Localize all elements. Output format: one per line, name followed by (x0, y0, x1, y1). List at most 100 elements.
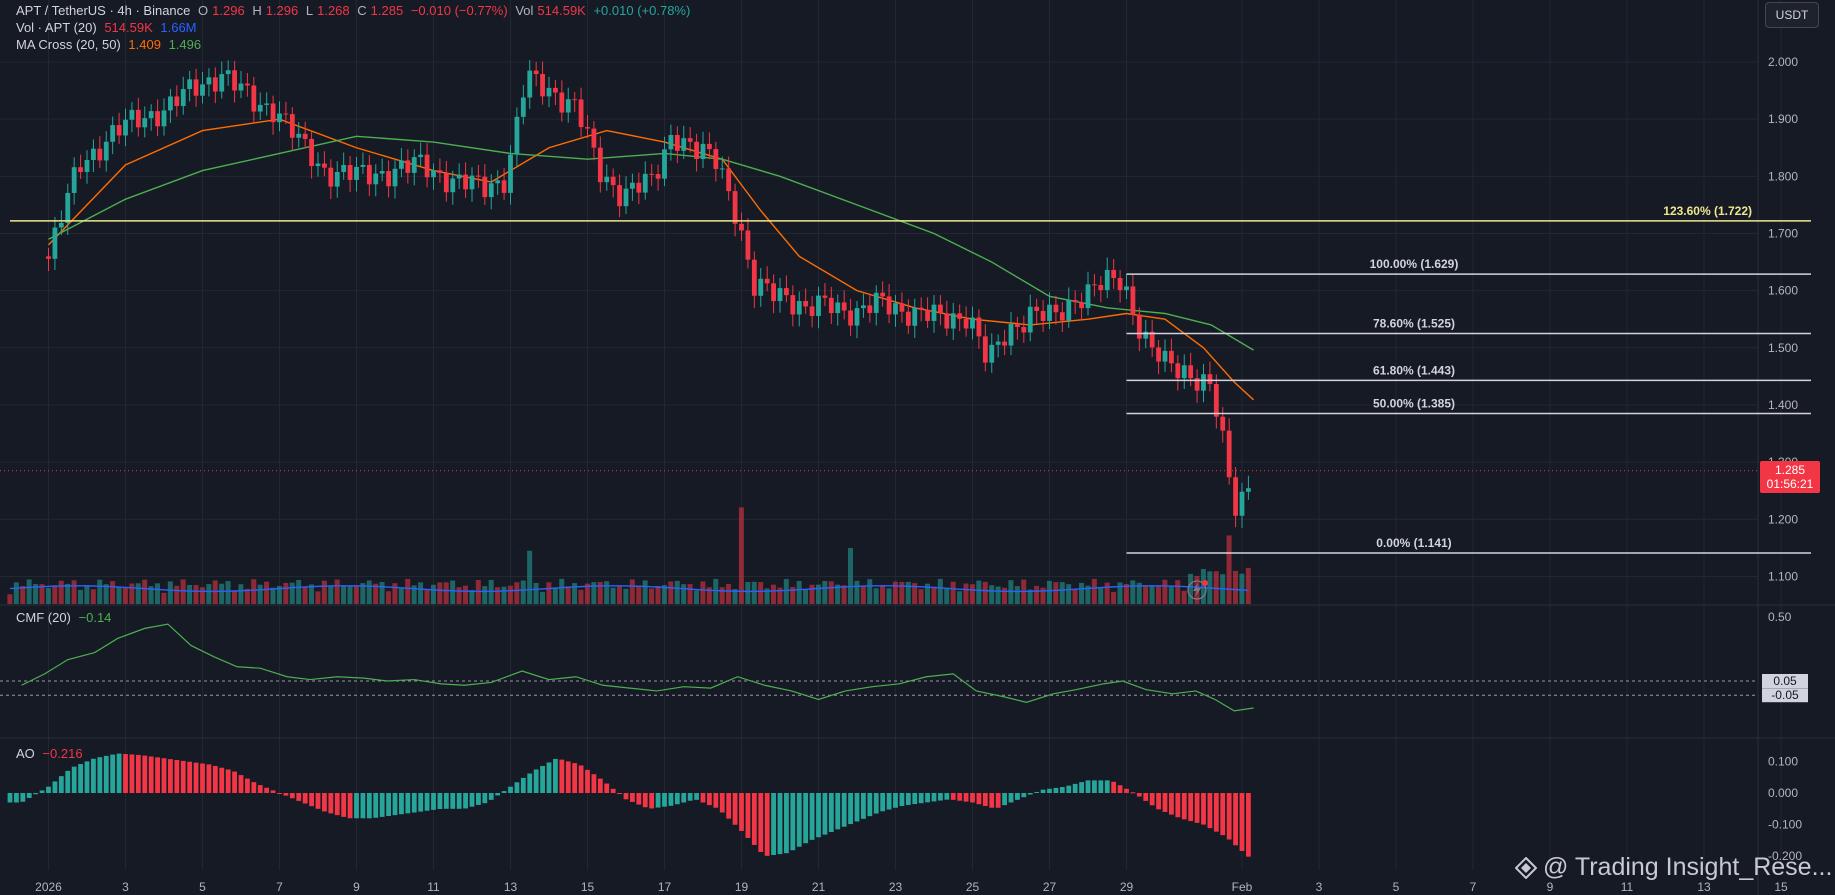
candle-body (155, 111, 160, 127)
volume-bar (193, 584, 199, 604)
volume-bar (995, 586, 1001, 604)
volume-bar (944, 587, 950, 604)
ao-bar (1047, 788, 1052, 793)
ao-bar (257, 785, 263, 793)
ao-bar (174, 759, 180, 793)
cmf-legend: CMF (20) −0.14 (16, 609, 115, 626)
candle-body (854, 308, 860, 326)
currency-selector[interactable]: USDT (1765, 2, 1819, 28)
volume-bar (321, 580, 327, 604)
ao-bar (58, 776, 64, 793)
volume-bar (899, 582, 905, 604)
ao-bar (180, 760, 186, 793)
ao-bar (322, 793, 327, 812)
candle-body (764, 278, 770, 284)
ao-bar (520, 777, 526, 793)
volume-bar (892, 581, 898, 604)
ao-bar (251, 782, 257, 793)
ao-bar (1111, 781, 1117, 793)
ao-bar (463, 793, 468, 809)
candle-body (174, 96, 180, 107)
volume-bar (450, 580, 456, 604)
price-tick-label: 2.000 (1768, 55, 1798, 69)
candle-body (1130, 286, 1136, 315)
ao-bar (1059, 787, 1065, 793)
volume-bar (103, 584, 109, 604)
ao-bar (841, 793, 847, 827)
ao-bar (155, 757, 160, 793)
ao-bar (822, 793, 828, 835)
ao-bar (610, 788, 616, 793)
ao-bar (938, 793, 943, 801)
volume-bar (905, 581, 911, 604)
ao-bar (1117, 785, 1123, 793)
candle-body (1104, 269, 1110, 291)
volume-bar (1213, 571, 1219, 604)
ao-bar (1207, 793, 1213, 829)
ao-bar (905, 793, 911, 805)
time-tick-label: 9 (1547, 880, 1554, 894)
time-tick-label: 13 (504, 880, 518, 894)
volume-bar (1226, 535, 1232, 604)
candle-body (1136, 314, 1142, 339)
volume-bar (1168, 585, 1174, 604)
volume-bar (565, 586, 571, 604)
ao-bar (1188, 793, 1194, 822)
cmf-line (21, 623, 1254, 712)
fib-level-label: 100.00% (1.629) (1370, 257, 1459, 271)
volume-bar (7, 594, 13, 604)
lightning-icon-bolt (1193, 583, 1201, 597)
candle-body (482, 176, 488, 198)
candle-body (841, 302, 847, 311)
candle-body (463, 174, 468, 190)
candle-body (386, 171, 391, 187)
ao-bar (373, 793, 379, 818)
candle-body (264, 103, 270, 105)
ao-bar (713, 793, 719, 808)
volume-bar (334, 579, 340, 604)
volume-bar (629, 579, 635, 604)
time-tick-label: 7 (276, 880, 283, 894)
ao-bar (46, 786, 51, 793)
ao-bar (1143, 793, 1149, 801)
candle-body (1117, 278, 1123, 291)
candle-body (187, 79, 193, 90)
volume-bar (854, 580, 860, 604)
volume-bar (437, 582, 443, 604)
ao-bar (1053, 787, 1059, 793)
ao-bar (135, 754, 141, 793)
candle-body (212, 77, 218, 92)
candle-body (283, 113, 289, 115)
volume-bar (462, 585, 468, 604)
ao-bar (944, 793, 950, 800)
volume-bar (649, 588, 655, 604)
ao-bar (527, 773, 533, 793)
volume-bar (411, 585, 417, 604)
candle-body (200, 84, 205, 96)
ao-bar (636, 793, 642, 805)
ao-bar (681, 793, 687, 803)
volume-bar (886, 588, 892, 604)
ao-bar (931, 793, 937, 802)
candle-body (822, 295, 828, 298)
candle-body (572, 99, 578, 101)
ao-bar (315, 793, 321, 809)
ao-bar (790, 793, 796, 851)
candle-body (322, 163, 327, 168)
candle-body (976, 317, 982, 337)
candle-body (91, 148, 96, 161)
candle-body (719, 168, 725, 170)
volume-legend-label: Vol · APT (20) (16, 20, 97, 35)
volume-bar (225, 581, 231, 604)
volume-bar (674, 580, 680, 604)
ao-bar (289, 793, 295, 799)
candle-body (828, 297, 834, 314)
candle-body (886, 296, 892, 315)
time-tick-label: 15 (1774, 880, 1788, 894)
candle-body (110, 125, 116, 142)
ao-bar (206, 764, 212, 793)
lightning-icon-ring (1187, 580, 1207, 600)
candle-body (289, 114, 295, 138)
time-tick-label: 7 (1470, 880, 1477, 894)
